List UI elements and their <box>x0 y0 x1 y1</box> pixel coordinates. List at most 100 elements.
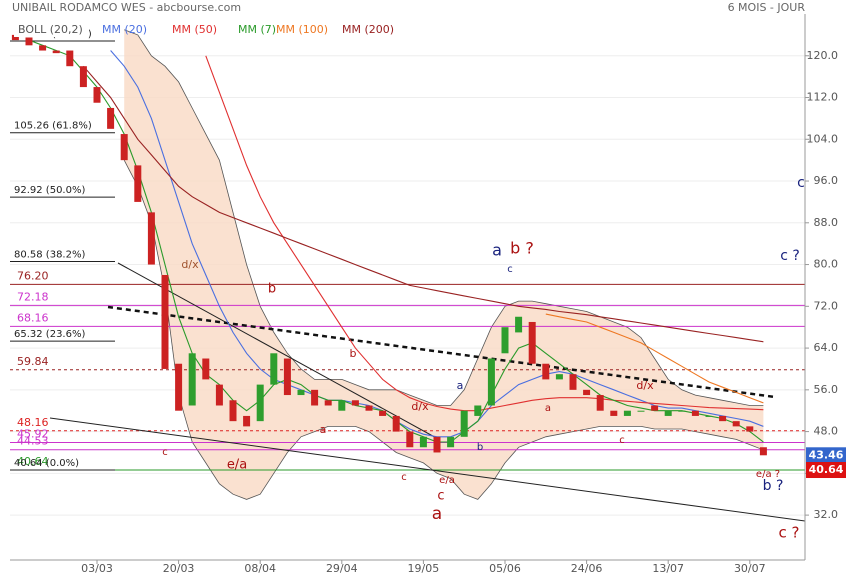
candle-body <box>93 87 101 103</box>
candle-body <box>610 410 618 416</box>
x-tick-label: 05/06 <box>489 562 521 575</box>
wave-label: e/a ? <box>756 469 780 480</box>
candle-body <box>188 353 196 406</box>
legend-entry: MM (200) <box>342 23 394 36</box>
candle-body <box>759 447 767 456</box>
legend-entry: BOLL (20,2) <box>18 23 83 36</box>
candle-body <box>732 421 740 427</box>
trendline-dashed <box>107 305 776 399</box>
candle-body <box>120 134 128 161</box>
x-tick-label: 29/04 <box>326 562 358 575</box>
candle-body <box>311 389 319 406</box>
candle-body <box>324 400 332 406</box>
candle-body <box>746 426 754 432</box>
candle-body <box>147 212 155 265</box>
wave-label: a <box>457 379 464 392</box>
candle-body <box>474 405 482 416</box>
price-tag <box>806 462 846 479</box>
legend: BOLL (20,2) MM (20) MM (50) MM (7) MM (100) M… <box>14 23 394 37</box>
candle-body <box>515 316 523 333</box>
candle-body <box>528 321 536 364</box>
x-tick-label: 08/04 <box>244 562 276 575</box>
level-label: 76.20 <box>17 269 49 282</box>
candle-body <box>664 410 672 416</box>
fib-label: 65.32 (23.6%) <box>14 329 85 340</box>
candle-body <box>447 436 455 448</box>
candle-body <box>392 415 400 432</box>
x-tick-label: 24/06 <box>571 562 603 575</box>
candle-body <box>379 410 387 416</box>
chart-title: UNIBAIL RODAMCO WES - abcbourse.com <box>12 1 241 14</box>
y-tick-label: 64.0 <box>814 341 839 354</box>
candle-body <box>705 415 713 417</box>
ma-line <box>205 55 764 412</box>
wave-label: a <box>320 423 327 436</box>
wave-label: b ? <box>763 478 784 494</box>
x-tick-label: 19/05 <box>408 562 440 575</box>
candle-body <box>256 384 264 422</box>
candle-body <box>134 165 142 202</box>
candle-body <box>542 363 550 380</box>
y-tick-label: 80.0 <box>814 258 839 271</box>
wave-label: a <box>432 504 442 524</box>
wave-label: c ? <box>780 248 800 264</box>
wave-label: d/x <box>181 258 199 271</box>
candle-body <box>433 436 441 453</box>
level-label: 68.16 <box>17 311 49 324</box>
candle-body <box>487 358 495 406</box>
wave-label: b <box>268 282 276 297</box>
trendline <box>117 262 441 441</box>
level-label: 48.16 <box>17 416 49 429</box>
candle-body <box>583 389 591 396</box>
wave-label: e/a <box>439 475 455 486</box>
candle-body <box>270 353 278 385</box>
y-tick-label: 120.0 <box>807 49 839 62</box>
wave-label: c <box>437 489 444 504</box>
trendline <box>49 417 805 522</box>
candle-body <box>39 45 47 51</box>
x-tick-label: 13/07 <box>652 562 684 575</box>
wave-label: c <box>797 175 805 191</box>
ma-line <box>82 65 764 343</box>
legend-entry: MM (20) <box>102 23 147 36</box>
wave-label: d/x <box>411 400 429 413</box>
candle-body <box>419 436 427 448</box>
level-label: 72.18 <box>17 290 49 303</box>
wave-label: b ? <box>510 239 534 258</box>
candle-body <box>79 66 87 88</box>
candle-body <box>25 37 33 46</box>
wave-label: b <box>477 442 483 453</box>
y-tick-label: 88.0 <box>814 216 839 229</box>
candle-body <box>175 363 183 411</box>
candle-body <box>107 107 115 129</box>
wave-label: d/x <box>636 379 654 392</box>
fib-label: 40.64 (0.0%) <box>14 458 79 469</box>
candle-body <box>501 327 509 354</box>
legend-entry: MM (50) <box>172 23 217 36</box>
y-tick-label: 56.0 <box>814 383 839 396</box>
band-upper <box>124 29 764 406</box>
wave-label: b <box>350 347 357 360</box>
wave-label: c <box>619 435 625 446</box>
x-tick-label: 20/03 <box>163 562 195 575</box>
candle-body <box>283 358 291 396</box>
candle-body <box>569 374 577 390</box>
wave-label: a <box>545 403 551 414</box>
fib-label: 92.92 (50.0%) <box>14 185 85 196</box>
band-lower <box>123 160 764 500</box>
candle-body <box>596 395 604 411</box>
price-tag-label: 43.46 <box>809 448 844 461</box>
candle-body <box>678 410 686 412</box>
x-tick-label: 30/07 <box>734 562 766 575</box>
price-tag <box>806 447 846 464</box>
x-tick-label: 03/03 <box>81 562 113 575</box>
candle-body <box>555 374 563 380</box>
y-tick-label: 72.0 <box>814 299 839 312</box>
candle-body <box>66 50 74 67</box>
legend-entry: MM (100) <box>276 23 328 36</box>
fib-label: 80.58 (38.2%) <box>14 250 85 261</box>
legend-entry: MM (7) <box>238 23 276 36</box>
candle-body <box>161 274 169 369</box>
